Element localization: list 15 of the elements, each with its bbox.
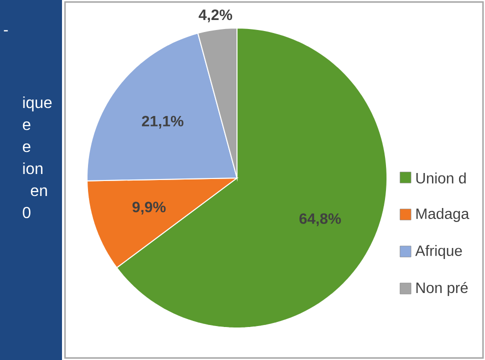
legend-label: Non pré: [416, 282, 468, 296]
text: en: [30, 187, 47, 196]
text: 0: [22, 206, 30, 218]
text: ion: [23, 162, 42, 174]
text: e: [22, 121, 30, 130]
text: -: [4, 30, 8, 32]
text: e: [22, 143, 30, 152]
data-label: 21,1%: [142, 116, 184, 129]
data-label: 64,8%: [299, 213, 341, 226]
data-label: 4,2%: [198, 10, 232, 22]
legend-label: Afrique: [415, 245, 462, 259]
legend-label: Union d: [416, 172, 466, 184]
legend-label: Madaga: [416, 208, 470, 222]
data-label: 9,9%: [132, 202, 166, 214]
text: ique: [23, 96, 52, 112]
